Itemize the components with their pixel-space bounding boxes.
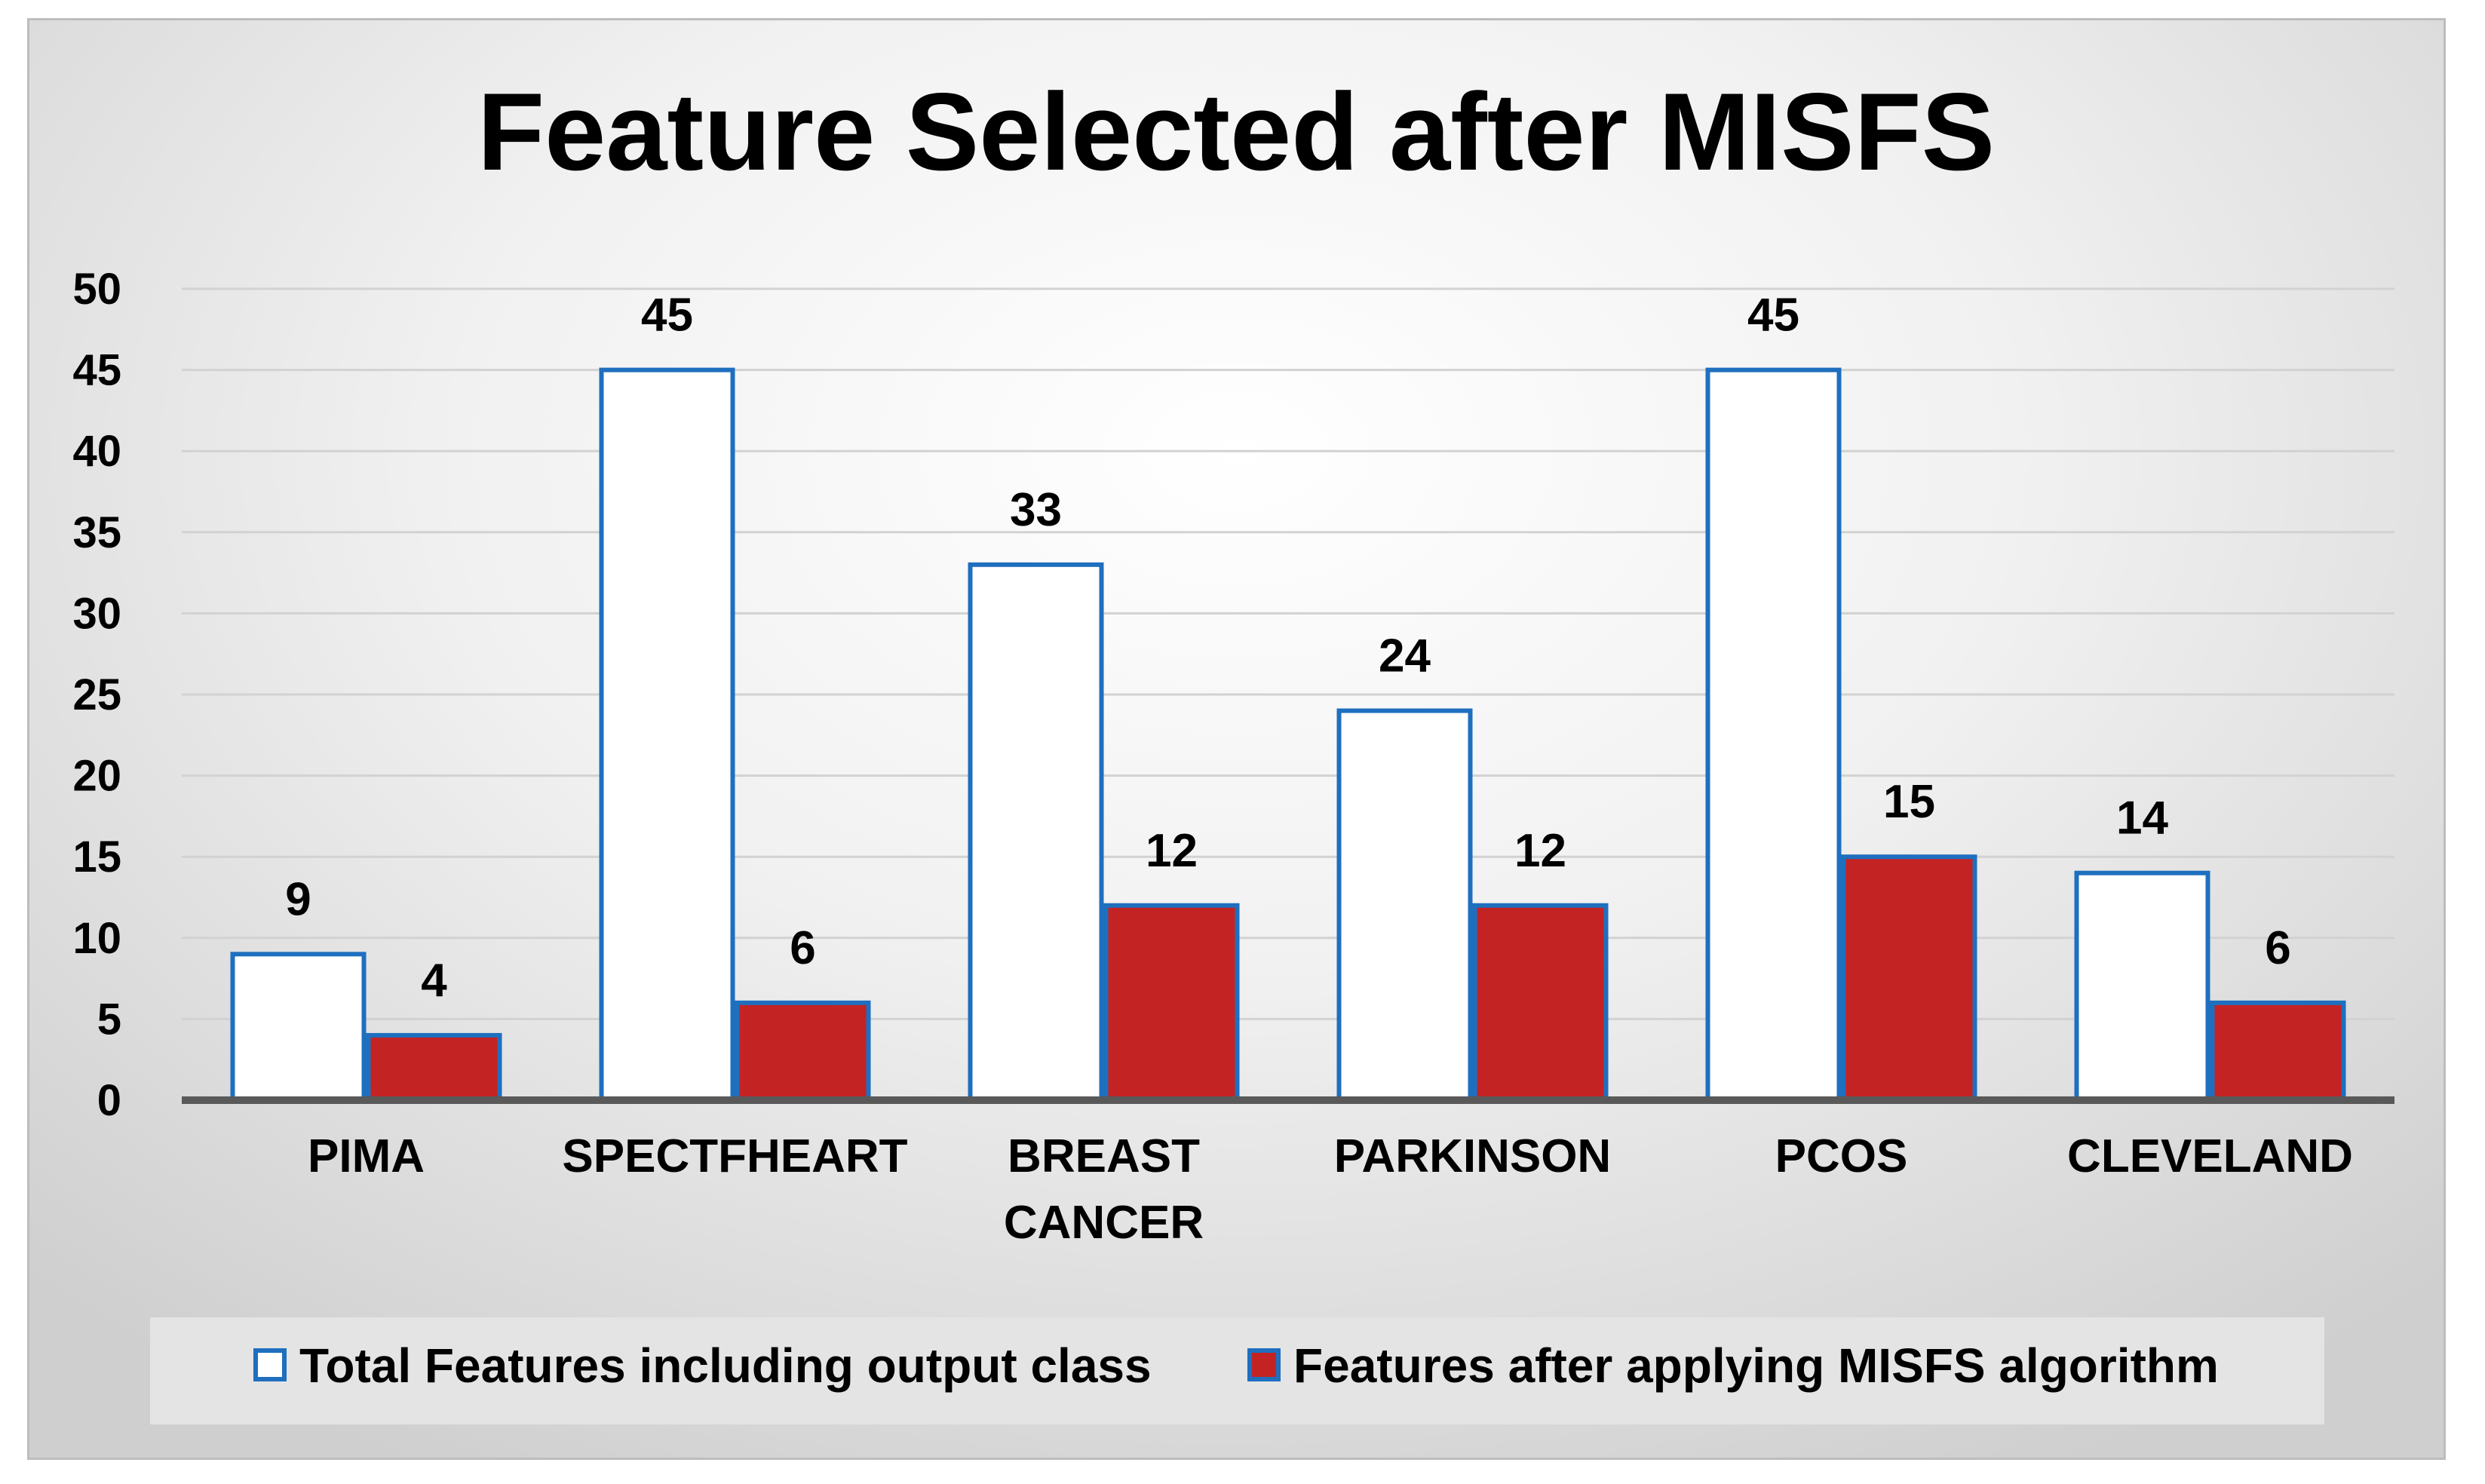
bar-total-features: [599, 367, 735, 1103]
bars: 9 4 45 6 33 12 24 12 45 15 14 6: [230, 290, 2346, 1103]
y-tick-label: 25: [72, 670, 121, 719]
bar-total-features: [968, 562, 1104, 1102]
bar-chart: Feature Selected after MISFS 0 5 10 15 20 25 3…: [72, 70, 2394, 1424]
bar-total-features: [1336, 708, 1473, 1102]
data-label: 6: [790, 922, 815, 974]
x-axis-categories: PIMA SPECTFHEART BREAST CANCER PARKINSON PCOS…: [308, 1130, 2353, 1249]
x-category-label: CLEVELAND: [2067, 1130, 2353, 1182]
y-tick-label: 15: [72, 832, 121, 882]
bar-total-features: [2074, 870, 2210, 1102]
legend: Total Features including output class Fea…: [150, 1317, 2324, 1424]
data-label: 12: [1146, 825, 1198, 877]
bar-misfs-features: [735, 1000, 871, 1102]
y-tick-label: 45: [72, 346, 121, 395]
bar-misfs-features: [1841, 854, 1977, 1102]
y-tick-label: 5: [97, 995, 121, 1044]
x-category-label: BREAST: [1008, 1130, 1200, 1182]
y-axis-ticks: 0 5 10 15 20 25 30 35 40 45 50: [72, 265, 121, 1125]
bar-total-features: [230, 952, 367, 1102]
data-label: 12: [1514, 825, 1566, 877]
y-tick-label: 10: [72, 914, 121, 963]
x-category-label: SPECTFHEART: [562, 1130, 907, 1182]
gridlines: [182, 287, 2394, 1020]
data-label: 15: [1883, 776, 1935, 828]
bar-misfs-features: [2210, 1000, 2346, 1102]
legend-label: Features after applying MISFS algorithm: [1293, 1338, 2219, 1393]
x-category-label: PARKINSON: [1334, 1130, 1611, 1182]
legend-label: Total Features including output class: [299, 1338, 1152, 1393]
legend-swatch-total: [253, 1348, 287, 1381]
data-label: 6: [2265, 922, 2290, 974]
x-category-label: PIMA: [308, 1130, 425, 1182]
x-category-label: PCOS: [1775, 1130, 1908, 1182]
bar-misfs-features: [366, 1032, 502, 1103]
data-label: 33: [1010, 484, 1062, 536]
y-tick-label: 35: [72, 508, 121, 557]
chart-frame: Feature Selected after MISFS 0 5 10 15 20 25 3…: [27, 18, 2446, 1460]
chart-title: Feature Selected after MISFS: [477, 70, 1995, 193]
legend-items: Total Features including output class Fea…: [253, 1338, 2219, 1393]
legend-background: [150, 1317, 2324, 1424]
data-label: 9: [285, 873, 311, 925]
y-tick-label: 30: [72, 589, 121, 638]
y-tick-label: 0: [97, 1076, 121, 1125]
data-label: 4: [421, 955, 447, 1007]
data-label: 24: [1379, 630, 1431, 682]
bar-misfs-features: [1103, 903, 1240, 1102]
y-tick-label: 40: [72, 427, 121, 476]
data-label: 14: [2116, 793, 2168, 845]
y-tick-label: 20: [72, 752, 121, 801]
bar-total-features: [1705, 367, 1842, 1103]
data-label: 45: [641, 290, 693, 342]
y-tick-label: 50: [72, 265, 121, 314]
x-category-label: CANCER: [1004, 1197, 1204, 1249]
legend-swatch-misfs: [1247, 1348, 1281, 1381]
data-label: 45: [1747, 290, 1799, 342]
bar-misfs-features: [1472, 903, 1609, 1102]
